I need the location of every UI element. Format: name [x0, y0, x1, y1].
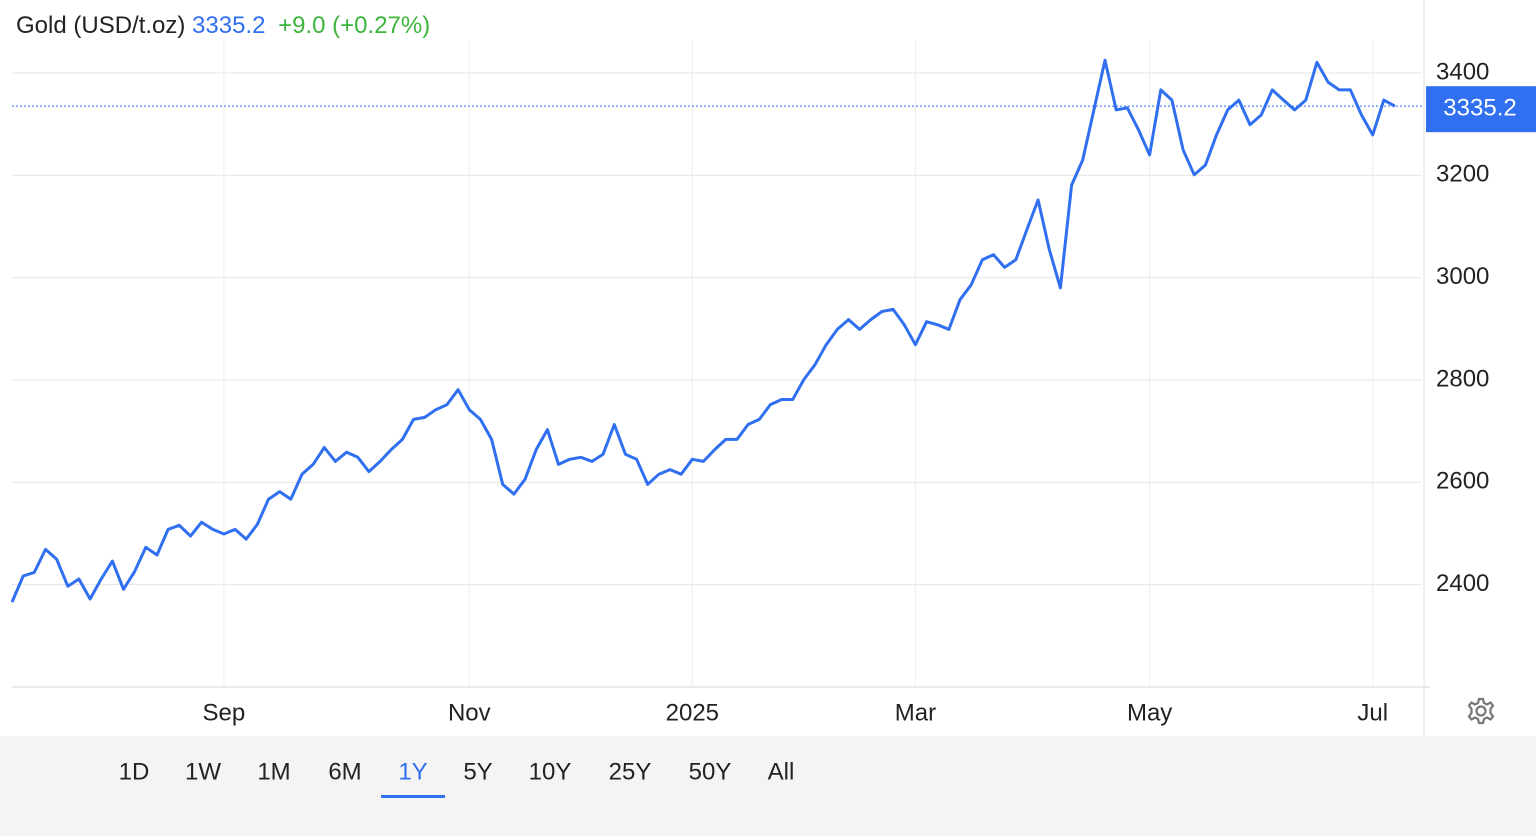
range-button[interactable]: 6M — [328, 758, 361, 785]
last-price-tag — [1426, 86, 1536, 133]
settings-icon[interactable] — [1467, 697, 1495, 725]
header: Gold (USD/t.oz) 3335.2 +9.0 (+0.27%) — [16, 12, 430, 40]
range-button[interactable]: 1W — [185, 758, 221, 785]
price-line — [10, 58, 1396, 603]
range-button[interactable]: 50Y — [689, 758, 732, 785]
x-tick-label: 2025 — [666, 699, 719, 726]
x-tick-label: Mar — [895, 699, 936, 726]
range-button[interactable]: 1M — [257, 758, 290, 785]
last-price-label: 3335.2 — [1443, 95, 1516, 122]
title: Gold (USD/t.oz) — [16, 12, 186, 39]
x-tick-label: Jul — [1357, 699, 1388, 726]
y-tick-label: 2800 — [1436, 365, 1489, 392]
y-tick-label: 3000 — [1436, 263, 1489, 290]
y-tick-label: 3200 — [1436, 161, 1489, 188]
range-button[interactable]: 5Y — [463, 758, 492, 785]
last-price: 3335.2 — [192, 12, 266, 39]
range-button[interactable]: All — [768, 758, 795, 785]
x-tick-label: Nov — [448, 699, 491, 726]
range-button[interactable]: 10Y — [529, 758, 572, 785]
y-tick-label: 3400 — [1436, 58, 1489, 85]
range-button[interactable]: 1D — [119, 758, 150, 785]
range-bar — [0, 736, 1536, 836]
y-tick-label: 2600 — [1436, 468, 1489, 495]
x-tick-label: May — [1127, 699, 1172, 726]
range-button[interactable]: 1Y — [398, 758, 427, 785]
range-button[interactable]: 25Y — [609, 758, 652, 785]
y-tick-label: 2400 — [1436, 570, 1489, 597]
price-change: +9.0 (+0.27%) — [278, 12, 431, 39]
range-underline — [381, 795, 445, 798]
x-tick-label: Sep — [203, 699, 246, 726]
